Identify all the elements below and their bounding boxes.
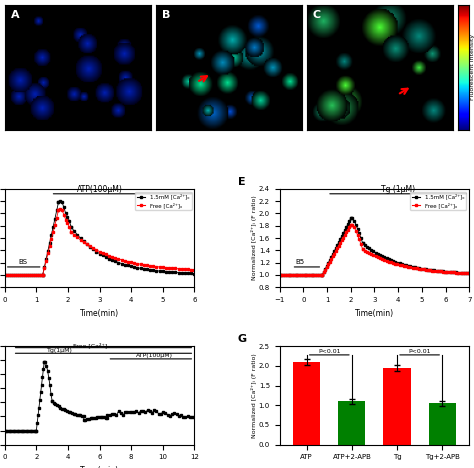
Text: B5: B5 — [295, 259, 304, 265]
Legend: 1.5mM [Ca²⁺]ₒ, Free [Ca²⁺]ₒ: 1.5mM [Ca²⁺]ₒ, Free [Ca²⁺]ₒ — [410, 192, 466, 210]
X-axis label: Time(min): Time(min) — [80, 308, 119, 317]
Text: Tg(1μM): Tg(1μM) — [47, 348, 73, 353]
Text: ATP(100μM): ATP(100μM) — [137, 353, 173, 358]
Legend: 1.5mM [Ca²⁺]ₒ, Free [Ca²⁺]ₒ: 1.5mM [Ca²⁺]ₒ, Free [Ca²⁺]ₒ — [135, 192, 191, 210]
Text: Free [Ca²⁺]ₒ: Free [Ca²⁺]ₒ — [73, 342, 110, 348]
Text: C: C — [312, 10, 320, 20]
Text: Fluorescent intensity: Fluorescent intensity — [470, 34, 474, 100]
Bar — [428, 403, 456, 445]
Text: P<0.01: P<0.01 — [409, 349, 431, 354]
Bar — [383, 368, 410, 445]
Text: BS: BS — [18, 259, 27, 265]
Bar — [293, 362, 320, 445]
Text: A: A — [10, 10, 19, 20]
X-axis label: Time(min): Time(min) — [355, 308, 394, 317]
Text: P<0.01: P<0.01 — [318, 349, 340, 354]
Text: G: G — [238, 334, 247, 344]
Text: B: B — [162, 10, 170, 20]
Y-axis label: Normalized [Ca²⁺]ᵢ (F ratio): Normalized [Ca²⁺]ᵢ (F ratio) — [251, 353, 257, 438]
Text: ATP(100μM): ATP(100μM) — [77, 185, 122, 194]
Text: Tg (1μM): Tg (1μM) — [381, 185, 415, 194]
X-axis label: Time(min): Time(min) — [80, 466, 119, 468]
Bar — [338, 402, 365, 445]
Y-axis label: Normalized [Ca²⁺]ᵢ (F ratio): Normalized [Ca²⁺]ᵢ (F ratio) — [251, 196, 257, 280]
Text: E: E — [238, 177, 246, 187]
